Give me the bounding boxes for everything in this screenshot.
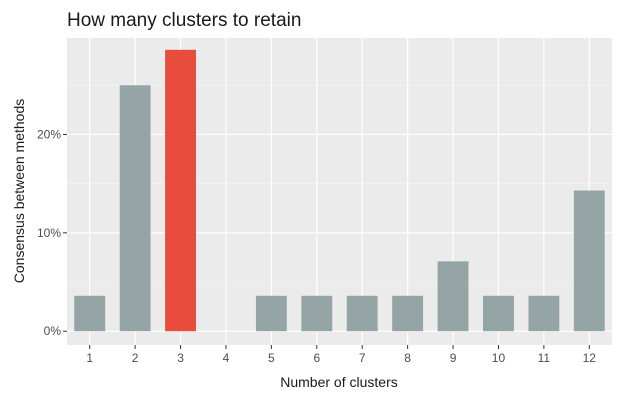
bar-10 (483, 295, 514, 332)
bar-11 (528, 295, 560, 332)
bar-12 (573, 190, 605, 332)
chart-title: How many clusters to retain (67, 10, 301, 31)
y-tick-label: 10% (37, 226, 61, 240)
bar-7 (346, 295, 378, 332)
x-tick-label: 2 (132, 351, 139, 365)
x-tick-label: 7 (359, 351, 366, 365)
x-tick-label: 12 (583, 351, 597, 365)
bar-5 (255, 295, 287, 332)
x-axis-title: Number of clusters (280, 374, 397, 390)
bar-6 (301, 295, 333, 332)
bar-9 (437, 261, 469, 332)
x-tick-label: 3 (177, 351, 184, 365)
x-tick-label: 4 (223, 351, 230, 365)
bar-8 (392, 295, 424, 332)
bar-2 (119, 85, 151, 332)
x-tick-label: 6 (313, 351, 320, 365)
x-axis-ticks: 1 2 3 4 5 6 7 8 9 10 11 12 (86, 345, 596, 365)
bar-1 (74, 295, 106, 332)
bars (74, 49, 605, 332)
y-tick-label: 0% (44, 324, 62, 338)
plot-panel (67, 38, 612, 345)
y-axis-title: Consensus between methods (11, 99, 27, 283)
bar-3 (165, 49, 196, 332)
x-tick-label: 11 (538, 351, 551, 365)
y-axis-ticks: 0% 10% 20% (37, 127, 67, 338)
x-tick-label: 8 (404, 351, 411, 365)
x-tick-label: 10 (492, 351, 506, 365)
x-tick-label: 5 (268, 351, 275, 365)
y-tick-label: 20% (37, 127, 61, 141)
x-tick-label: 1 (86, 351, 93, 365)
x-tick-label: 9 (450, 351, 457, 365)
